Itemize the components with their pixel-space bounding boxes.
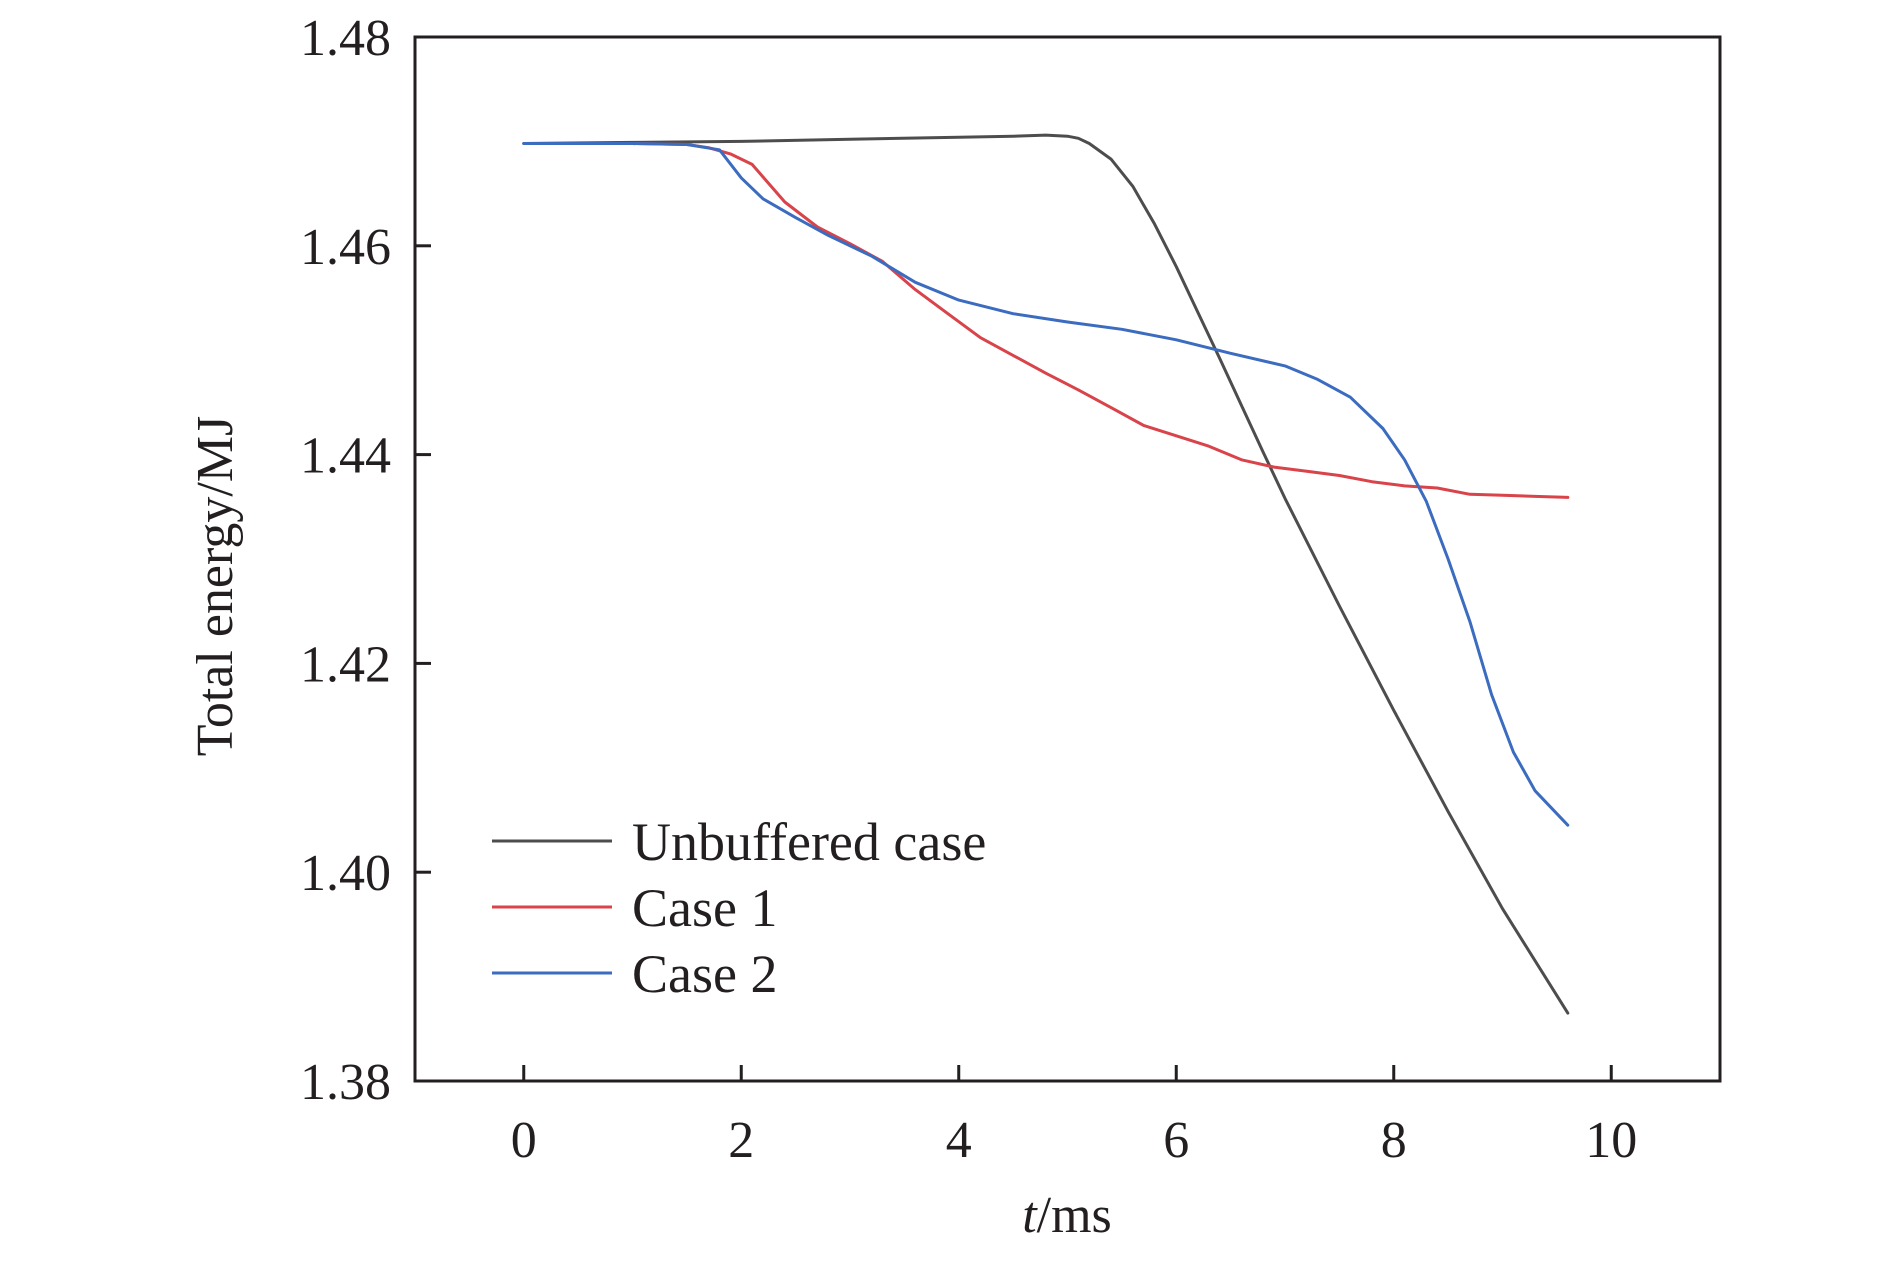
x-axis-title-unit: /ms <box>1037 1187 1112 1244</box>
y-tick-label: 1.44 <box>300 428 391 485</box>
series-line-unbuffered-case <box>522 133 1570 1015</box>
y-tick-label: 1.42 <box>300 636 391 693</box>
legend-label: Case 1 <box>632 878 777 938</box>
y-tick-label: 1.46 <box>300 219 391 276</box>
x-tick-label: 8 <box>1381 1112 1407 1169</box>
series-line-case-1 <box>522 142 1570 499</box>
y-tick-label: 1.40 <box>300 845 391 902</box>
y-tick-label: 1.38 <box>300 1054 391 1111</box>
series-line-case-2 <box>522 142 1570 827</box>
legend-label: Unbuffered case <box>632 812 986 872</box>
x-tick-label: 0 <box>511 1112 537 1169</box>
x-axis-title: t/ms <box>1022 1187 1112 1244</box>
y-tick-label: 1.48 <box>300 10 391 67</box>
series-layer <box>522 133 1570 1015</box>
x-tick-label: 4 <box>946 1112 972 1169</box>
legend-label: Case 2 <box>632 944 777 1004</box>
plot-area <box>413 35 1722 1083</box>
y-axis: 1.38 1.40 1.42 1.44 1.46 1.48 <box>300 10 431 1111</box>
y-axis-title: Total energy/MJ <box>187 416 244 757</box>
x-tick-label: 2 <box>728 1112 754 1169</box>
plot-border <box>413 35 1722 1083</box>
x-axis-title-variable: t <box>1022 1187 1038 1244</box>
x-tick-label: 10 <box>1585 1112 1637 1169</box>
x-axis: 0 2 4 6 8 10 <box>511 1065 1637 1169</box>
x-tick-label: 6 <box>1163 1112 1189 1169</box>
